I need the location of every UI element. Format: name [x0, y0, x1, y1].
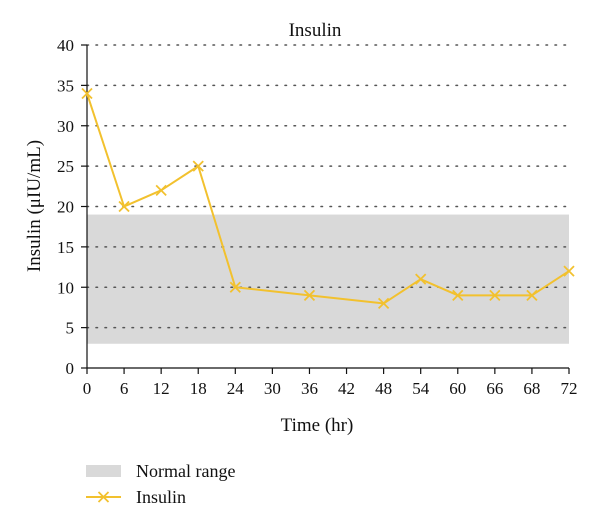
x-marker-stroke	[155, 184, 167, 196]
x-tick-label: 36	[301, 379, 318, 398]
data-point	[81, 87, 93, 100]
y-tick-label: 5	[66, 319, 75, 338]
normal-range-band	[87, 214, 569, 344]
x-tick-label: 12	[153, 379, 170, 398]
y-axis-title: Insulin (μIU/mL)	[24, 140, 45, 272]
y-tick-label: 10	[57, 278, 74, 297]
y-tick-label: 40	[57, 36, 74, 55]
x-marker-stroke	[192, 160, 204, 172]
x-marker-stroke	[229, 281, 241, 293]
data-point	[229, 281, 241, 293]
legend-label: Normal range	[136, 461, 235, 481]
data-point	[377, 297, 390, 310]
y-tick-label: 30	[57, 117, 74, 136]
x-tick-label: 68	[523, 379, 540, 398]
data-point	[452, 289, 464, 301]
legend-label: Insulin	[136, 487, 186, 507]
series-line-insulin	[86, 93, 570, 305]
y-tick-label: 15	[57, 238, 74, 257]
data-point	[118, 200, 130, 213]
x-tick-label: 18	[190, 379, 207, 398]
x-tick-label: 72	[561, 379, 578, 398]
band-layer	[87, 214, 569, 344]
axis-layer: 0 5 10 15 20 25 30 35 40 0 6 12 18 24 30 36 42 48 54 60 66 68…	[57, 36, 578, 398]
data-point	[155, 184, 167, 196]
x-tick-label: 42	[338, 379, 355, 398]
data-point	[526, 289, 538, 301]
x-marker-stroke	[415, 273, 427, 285]
chart-title: Insulin	[289, 20, 342, 41]
legend: Normal range Insulin	[86, 461, 235, 507]
data-point	[303, 289, 316, 301]
x-tick-label: 48	[375, 379, 392, 398]
x-tick-label: 30	[264, 379, 281, 398]
x-tick-label: 6	[120, 379, 129, 398]
x-marker-stroke	[489, 289, 501, 301]
data-point	[415, 273, 427, 285]
x-marker-stroke	[81, 87, 93, 100]
grid-layer	[86, 44, 570, 329]
x-marker-stroke	[563, 265, 575, 277]
data-point	[192, 160, 204, 172]
x-marker-stroke	[452, 289, 464, 301]
y-tick-label: 25	[57, 157, 74, 176]
y-tick-label: 35	[57, 76, 74, 95]
x-marker-stroke	[303, 289, 316, 301]
x-tick-label: 54	[412, 379, 430, 398]
data-point	[563, 265, 575, 277]
y-tick-label: 20	[57, 198, 74, 217]
legend-marker	[97, 491, 110, 503]
x-marker-stroke	[377, 297, 390, 310]
x-axis-title: Time (hr)	[281, 415, 354, 436]
x-tick-label: 60	[449, 379, 466, 398]
legend-swatch-normal-range	[86, 465, 121, 477]
x-tick-label: 24	[227, 379, 245, 398]
series-layer	[81, 87, 575, 310]
x-marker-stroke	[526, 289, 538, 301]
y-tick-label: 0	[66, 359, 75, 378]
x-marker-stroke	[118, 200, 130, 213]
data-point	[489, 289, 501, 301]
x-tick-label: 66	[486, 379, 503, 398]
x-tick-label: 0	[83, 379, 92, 398]
